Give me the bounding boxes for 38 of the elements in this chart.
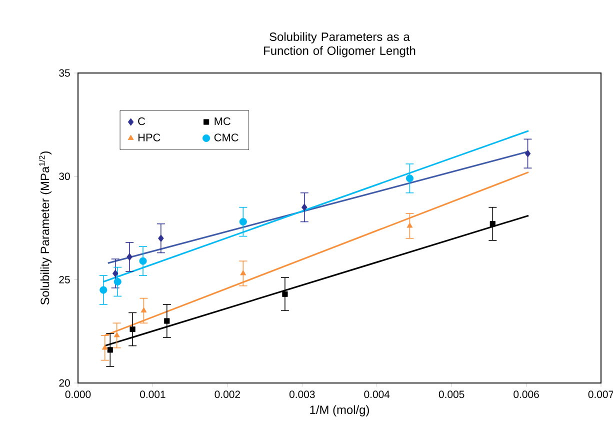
x-tick-label: 0.004 bbox=[364, 390, 390, 398]
y-tick-label: 20 bbox=[59, 379, 70, 387]
chart-title: Solubility Parameters as a Function of Oligomer Length bbox=[264, 32, 416, 58]
point bbox=[302, 204, 308, 212]
x-tick-label: 0.005 bbox=[438, 390, 464, 398]
point bbox=[114, 332, 120, 338]
legend-label: CMC bbox=[214, 134, 238, 142]
point bbox=[107, 347, 113, 353]
point bbox=[100, 286, 108, 294]
point bbox=[140, 307, 147, 312]
y-tick-label: 35 bbox=[59, 69, 70, 77]
point bbox=[524, 150, 531, 158]
point bbox=[126, 253, 132, 261]
point bbox=[158, 234, 164, 242]
point bbox=[240, 270, 246, 276]
point bbox=[406, 174, 414, 182]
point bbox=[490, 221, 496, 227]
x-tick-label: 0.006 bbox=[514, 390, 539, 398]
legend-label: HPC bbox=[138, 134, 160, 142]
point bbox=[282, 291, 288, 297]
x-tick-label: 0.001 bbox=[140, 390, 166, 398]
point bbox=[239, 218, 247, 226]
y-tick-label: 30 bbox=[59, 172, 70, 180]
point bbox=[102, 344, 108, 350]
point bbox=[112, 270, 118, 278]
legend-label: C bbox=[138, 117, 146, 126]
y-axis-title: Solubility Parameter (MPa$^{1/2}$) bbox=[38, 152, 52, 305]
x-axis-title: 1/M (mol/g) bbox=[310, 405, 369, 416]
y-tick-label: 25 bbox=[59, 276, 70, 284]
x-tick-label: 0.000 bbox=[65, 390, 91, 398]
x-tick-label: 0.002 bbox=[214, 390, 240, 398]
point bbox=[130, 326, 136, 332]
legend-label: MC bbox=[214, 117, 230, 126]
x-tick-label: 0.003 bbox=[289, 390, 315, 398]
point bbox=[139, 257, 147, 265]
point bbox=[406, 222, 413, 228]
point bbox=[114, 278, 122, 286]
point bbox=[164, 318, 170, 324]
